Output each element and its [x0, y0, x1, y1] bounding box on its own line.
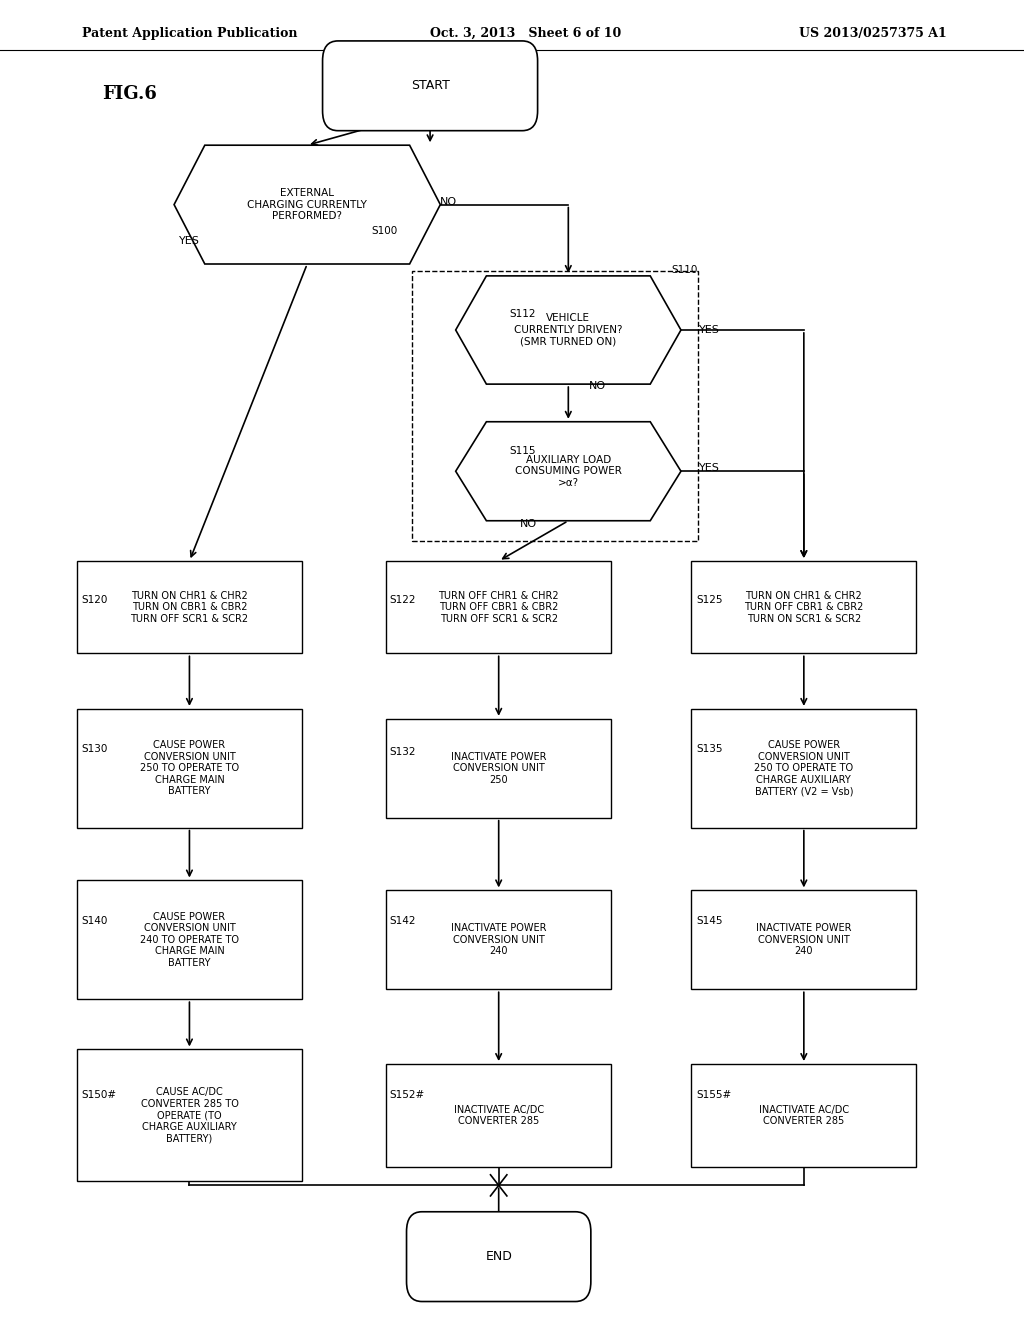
Text: TURN OFF CHR1 & CHR2
TURN OFF CBR1 & CBR2
TURN OFF SCR1 & SCR2: TURN OFF CHR1 & CHR2 TURN OFF CBR1 & CBR… — [438, 590, 559, 624]
Text: INACTIVATE POWER
CONVERSION UNIT
240: INACTIVATE POWER CONVERSION UNIT 240 — [756, 923, 852, 957]
Text: INACTIVATE AC/DC
CONVERTER 285: INACTIVATE AC/DC CONVERTER 285 — [759, 1105, 849, 1126]
Bar — [77, 1049, 302, 1181]
FancyBboxPatch shape — [407, 1212, 591, 1302]
Bar — [386, 718, 611, 817]
Polygon shape — [456, 422, 681, 520]
Text: CAUSE POWER
CONVERSION UNIT
240 TO OPERATE TO
CHARGE MAIN
BATTERY: CAUSE POWER CONVERSION UNIT 240 TO OPERA… — [140, 912, 239, 968]
Text: YES: YES — [699, 325, 720, 335]
Text: S130: S130 — [81, 744, 108, 755]
Text: S110: S110 — [672, 265, 698, 276]
Bar — [77, 709, 302, 828]
FancyBboxPatch shape — [323, 41, 538, 131]
Bar — [691, 1064, 916, 1167]
Text: S132: S132 — [389, 747, 416, 758]
Bar — [386, 890, 611, 990]
Text: INACTIVATE AC/DC
CONVERTER 285: INACTIVATE AC/DC CONVERTER 285 — [454, 1105, 544, 1126]
Text: CAUSE POWER
CONVERSION UNIT
250 TO OPERATE TO
CHARGE MAIN
BATTERY: CAUSE POWER CONVERSION UNIT 250 TO OPERA… — [140, 741, 239, 796]
Text: S150#: S150# — [81, 1090, 116, 1101]
Text: TURN ON CHR1 & CHR2
TURN OFF CBR1 & CBR2
TURN ON SCR1 & SCR2: TURN ON CHR1 & CHR2 TURN OFF CBR1 & CBR2… — [744, 590, 863, 624]
Text: INACTIVATE POWER
CONVERSION UNIT
250: INACTIVATE POWER CONVERSION UNIT 250 — [451, 751, 547, 785]
Text: S115: S115 — [509, 446, 536, 457]
Text: S125: S125 — [696, 595, 723, 606]
Text: S145: S145 — [696, 916, 723, 927]
Text: S120: S120 — [81, 595, 108, 606]
Bar — [77, 561, 302, 653]
Text: US 2013/0257375 A1: US 2013/0257375 A1 — [799, 26, 946, 40]
Bar — [691, 890, 916, 990]
Text: INACTIVATE POWER
CONVERSION UNIT
240: INACTIVATE POWER CONVERSION UNIT 240 — [451, 923, 547, 957]
Text: S140: S140 — [81, 916, 108, 927]
Text: YES: YES — [699, 463, 720, 474]
Text: YES: YES — [179, 236, 200, 247]
Bar — [386, 1064, 611, 1167]
Text: Patent Application Publication: Patent Application Publication — [82, 26, 297, 40]
Bar — [412, 271, 698, 541]
Bar — [77, 880, 302, 999]
Text: CAUSE AC/DC
CONVERTER 285 TO
OPERATE (TO
CHARGE AUXILIARY
BATTERY): CAUSE AC/DC CONVERTER 285 TO OPERATE (TO… — [140, 1088, 239, 1143]
Polygon shape — [456, 276, 681, 384]
Text: S142: S142 — [389, 916, 416, 927]
Text: NO: NO — [589, 381, 606, 392]
Bar — [386, 561, 611, 653]
Polygon shape — [174, 145, 440, 264]
Text: S100: S100 — [372, 226, 398, 236]
Text: EXTERNAL
CHARGING CURRENTLY
PERFORMED?: EXTERNAL CHARGING CURRENTLY PERFORMED? — [247, 187, 368, 222]
Bar — [691, 561, 916, 653]
Text: S122: S122 — [389, 595, 416, 606]
Text: NO: NO — [440, 197, 458, 207]
Text: S112: S112 — [509, 309, 536, 319]
Text: START: START — [411, 79, 450, 92]
Text: S152#: S152# — [389, 1090, 424, 1101]
Text: END: END — [485, 1250, 512, 1263]
Text: S155#: S155# — [696, 1090, 731, 1101]
Text: VEHICLE
CURRENTLY DRIVEN?
(SMR TURNED ON): VEHICLE CURRENTLY DRIVEN? (SMR TURNED ON… — [514, 313, 623, 347]
Bar — [691, 709, 916, 828]
Text: Oct. 3, 2013   Sheet 6 of 10: Oct. 3, 2013 Sheet 6 of 10 — [430, 26, 622, 40]
Text: TURN ON CHR1 & CHR2
TURN ON CBR1 & CBR2
TURN OFF SCR1 & SCR2: TURN ON CHR1 & CHR2 TURN ON CBR1 & CBR2 … — [130, 590, 249, 624]
Text: AUXILIARY LOAD
CONSUMING POWER
>α?: AUXILIARY LOAD CONSUMING POWER >α? — [515, 454, 622, 488]
Text: FIG.6: FIG.6 — [102, 84, 158, 103]
Text: S135: S135 — [696, 744, 723, 755]
Text: NO: NO — [520, 519, 538, 529]
Text: CAUSE POWER
CONVERSION UNIT
250 TO OPERATE TO
CHARGE AUXILIARY
BATTERY (V2 = Vsb: CAUSE POWER CONVERSION UNIT 250 TO OPERA… — [755, 741, 853, 796]
